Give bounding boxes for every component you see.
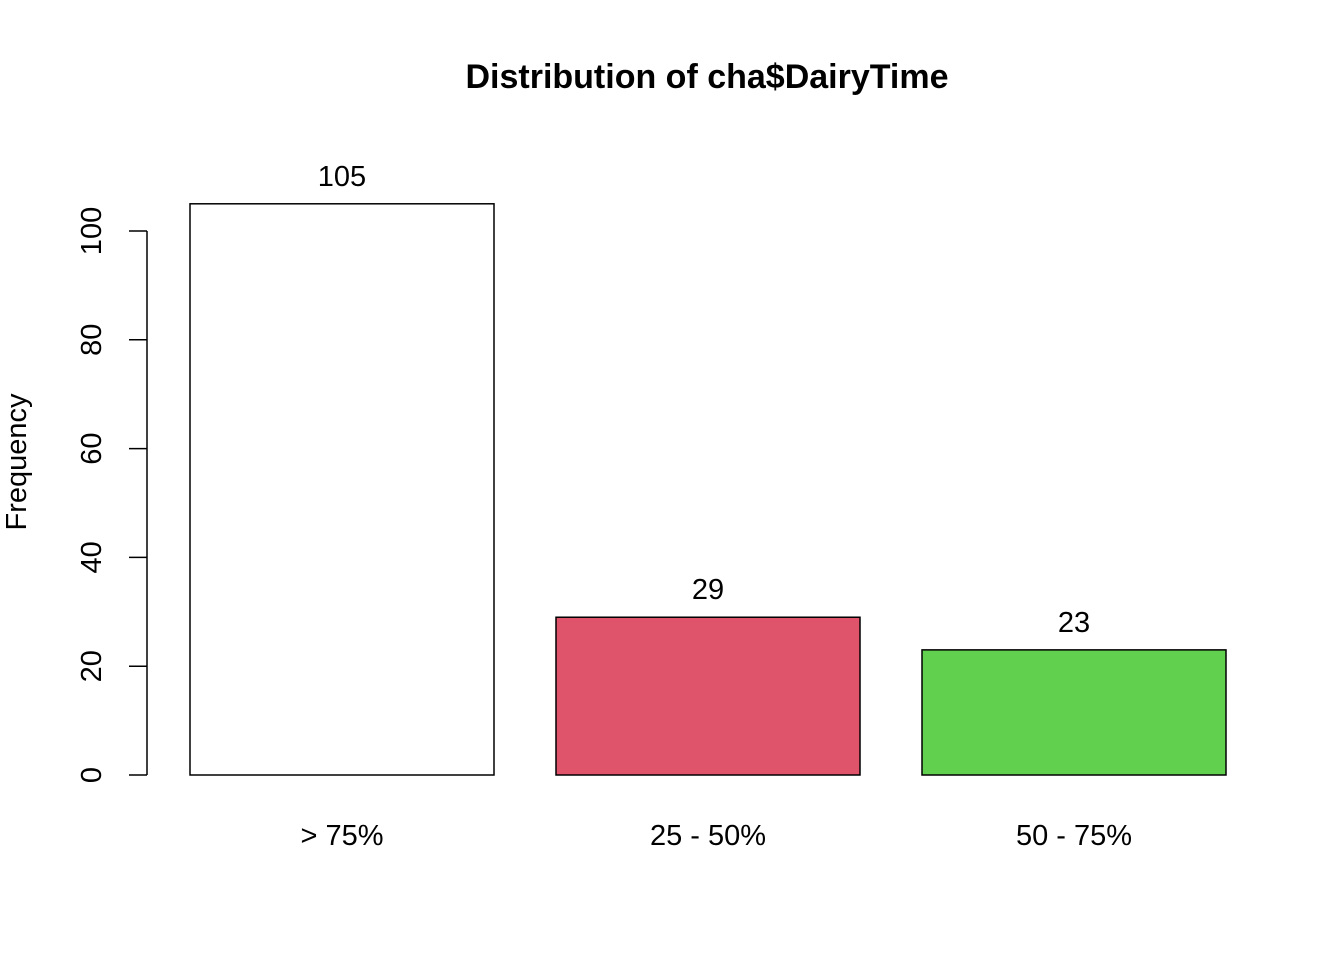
chart-title: Distribution of cha$DairyTime [465, 58, 948, 96]
y-tick-label: 100 [76, 207, 108, 255]
bar [189, 203, 495, 776]
category-labels: > 75% 25 - 50% 50 - 75% [300, 820, 1132, 852]
bar [921, 649, 1227, 776]
category-label: > 75% [300, 820, 383, 852]
y-axis-label: Frequency [1, 393, 33, 531]
bar-value-label: 23 [1058, 607, 1090, 639]
y-tick-label: 80 [76, 324, 108, 356]
bar-value-label: 105 [318, 161, 366, 193]
category-label: 50 - 75% [1016, 820, 1132, 852]
bar [555, 616, 861, 776]
bar-value-labels: 105 29 23 [318, 161, 1090, 639]
y-tick-label: 20 [76, 650, 108, 682]
y-tick-label: 60 [76, 432, 108, 464]
bars [189, 203, 1227, 776]
y-tick-label: 40 [76, 541, 108, 573]
y-tick-label: 0 [76, 767, 108, 783]
bar-value-label: 29 [692, 574, 724, 606]
y-axis: 0 20 40 60 80 100 [76, 207, 148, 783]
category-label: 25 - 50% [650, 820, 766, 852]
